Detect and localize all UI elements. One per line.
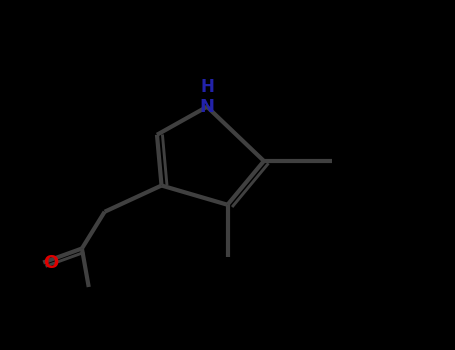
Text: O: O — [43, 253, 59, 272]
Text: N: N — [200, 98, 214, 116]
Text: H: H — [200, 78, 214, 97]
